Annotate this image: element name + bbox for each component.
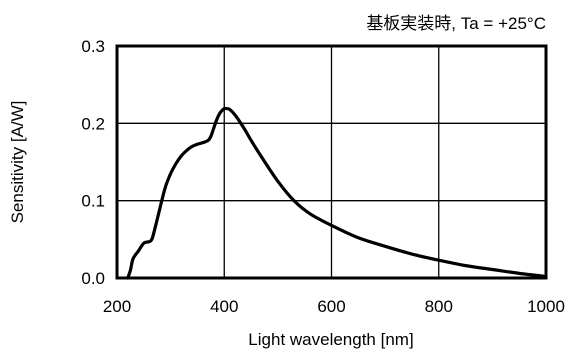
y-tick-label: 0.0	[81, 269, 105, 288]
x-tick-labels: 200 400 600 800 1000	[103, 297, 565, 316]
x-axis-label: Light wavelength [nm]	[248, 330, 413, 349]
x-tick-label: 800	[425, 297, 453, 316]
x-tick-label: 1000	[527, 297, 565, 316]
sensitivity-curve	[126, 106, 548, 280]
grid-lines	[117, 46, 546, 278]
x-tick-label: 400	[210, 297, 238, 316]
x-tick-label: 200	[103, 297, 131, 316]
y-tick-label: 0.1	[81, 192, 105, 211]
y-tick-label: 0.2	[81, 114, 105, 133]
chart-annotation: 基板実装時, Ta = +25°C	[366, 14, 546, 33]
x-tick-label: 600	[317, 297, 345, 316]
y-axis-label: Sensitivity [A/W]	[8, 101, 27, 224]
y-tick-label: 0.3	[81, 37, 105, 56]
y-tick-labels: 0.0 0.1 0.2 0.3	[81, 37, 105, 288]
plot-frame	[115, 44, 548, 280]
